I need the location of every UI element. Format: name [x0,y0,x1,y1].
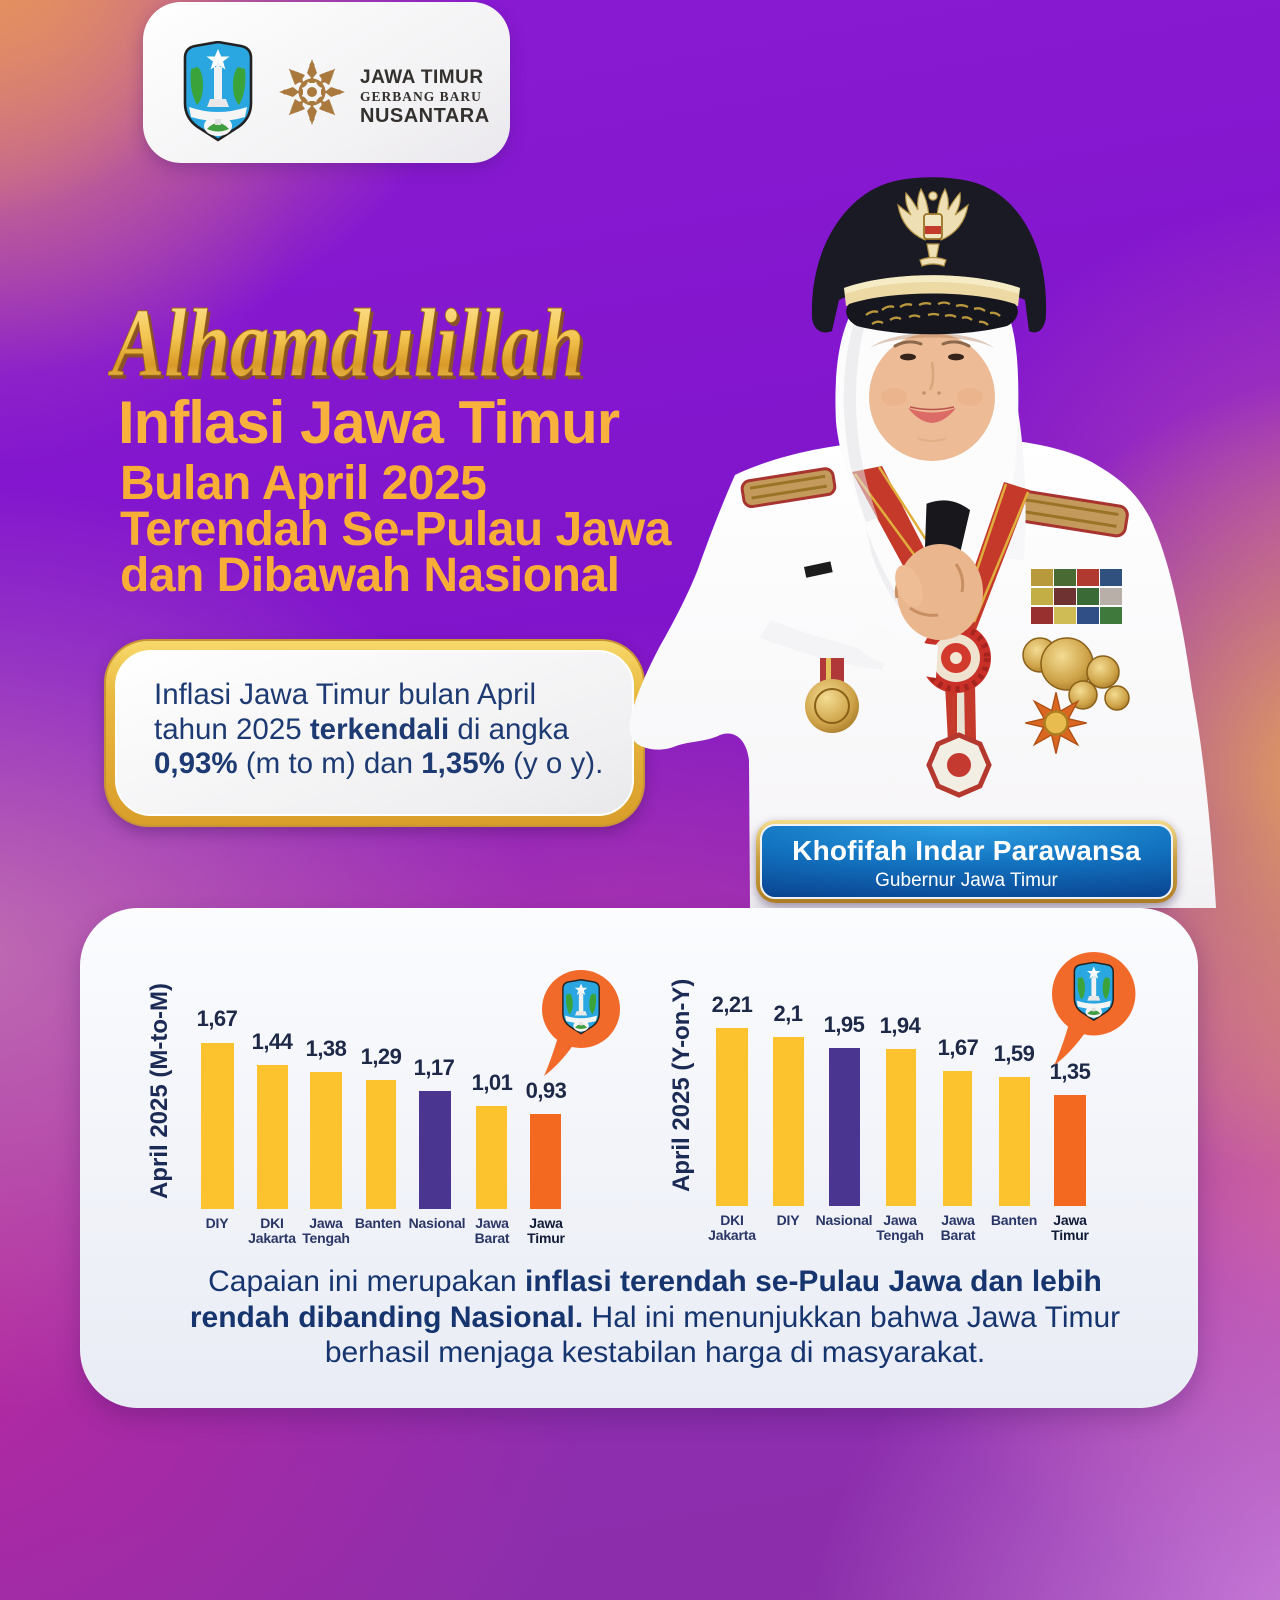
svg-text:Alhamdulillah: Alhamdulillah [110,293,587,394]
svg-text:Alhamdulillah: Alhamdulillah [108,289,584,394]
